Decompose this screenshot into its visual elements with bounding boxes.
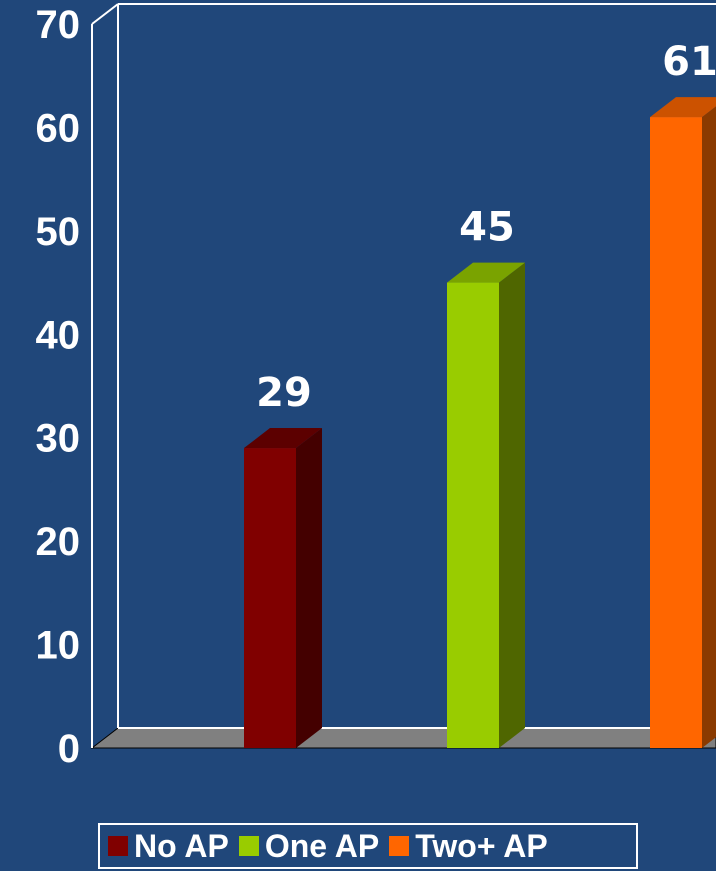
legend-item-no-ap: No AP	[108, 828, 229, 865]
y-tick-label: 60	[36, 106, 81, 150]
y-tick-label: 30	[36, 417, 81, 461]
bar-side	[702, 106, 716, 748]
legend-item-two-plus-ap: Two+ AP	[389, 827, 548, 865]
data-labels: 29 45 61	[256, 39, 716, 416]
legend-swatch	[238, 836, 259, 856]
legend-label: One AP	[264, 827, 380, 864]
legend-item-one-ap: One AP	[238, 827, 380, 865]
legend: No AP One AP Two+ AP	[98, 823, 638, 869]
legend-swatch	[389, 836, 410, 856]
chart-floor	[90, 727, 716, 749]
bar-top	[447, 262, 525, 283]
bar-front	[447, 282, 499, 748]
y-tick-label: 50	[36, 210, 81, 254]
bar-two-ap	[650, 97, 716, 749]
y-tick-label: 20	[36, 520, 81, 564]
data-label: 45	[459, 205, 515, 251]
bar-no-ap	[244, 428, 322, 748]
bar-top	[650, 97, 716, 118]
bar-front	[650, 117, 702, 749]
y-tick-label: 70	[36, 3, 81, 47]
legend-label: Two+ AP	[415, 827, 548, 864]
wall-top-left-edge	[91, 3, 119, 25]
y-axis-ticks: 0 10 20 30 40 50 60 70	[36, 3, 81, 771]
bar-one-ap	[447, 262, 525, 748]
y-tick-label: 0	[58, 727, 80, 771]
data-label: 61	[662, 39, 716, 85]
legend-label: No AP	[134, 827, 229, 864]
chart-back-wall	[91, 3, 716, 748]
floor-plane	[90, 727, 716, 749]
legend-swatch	[108, 836, 128, 856]
bar-front	[244, 448, 296, 748]
bar-side	[296, 428, 322, 748]
bar-side	[499, 262, 525, 748]
y-tick-label: 10	[36, 624, 81, 668]
bar-top	[244, 428, 322, 449]
bars	[244, 97, 716, 749]
data-label: 29	[256, 370, 312, 416]
y-tick-label: 40	[36, 313, 81, 357]
